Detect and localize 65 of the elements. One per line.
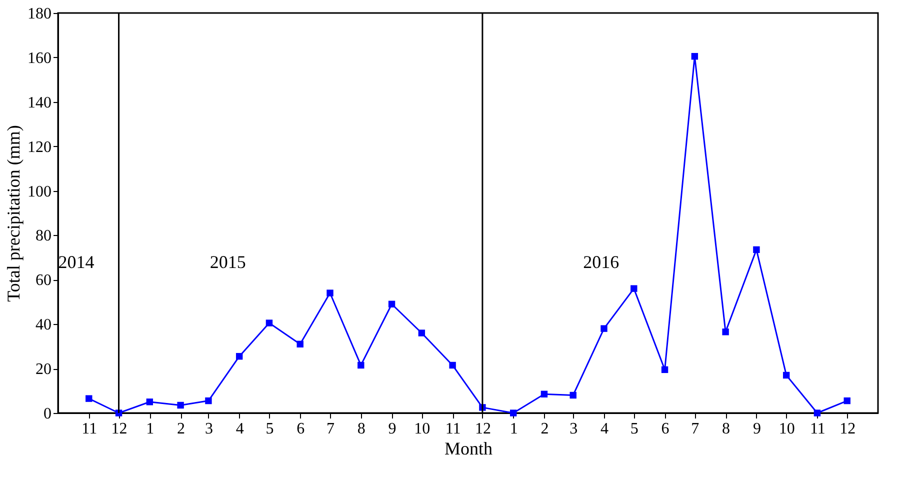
point bbox=[388, 300, 396, 308]
y-tick-label: 80 bbox=[36, 228, 52, 245]
y-tick-label: 160 bbox=[28, 50, 52, 67]
x-tick-label: 9 bbox=[388, 420, 396, 438]
y-tick-label: 60 bbox=[36, 272, 52, 290]
point bbox=[449, 362, 456, 369]
y-tick-label: 40 bbox=[36, 316, 52, 334]
x-tick-label: 12 bbox=[111, 420, 128, 438]
x-tick-label: 3 bbox=[570, 420, 578, 438]
point bbox=[844, 397, 850, 404]
x-tick-label: 9 bbox=[752, 420, 761, 438]
x-tick-label: 4 bbox=[236, 420, 244, 438]
point bbox=[358, 362, 364, 369]
y-tick-label: 0 bbox=[44, 406, 52, 422]
x-tick-label: 8 bbox=[722, 420, 730, 438]
x-tick-label: 7 bbox=[691, 420, 700, 438]
x-tick-label: 12 bbox=[474, 420, 491, 438]
x-tick-label: 6 bbox=[296, 420, 305, 438]
y-tick-label: 20 bbox=[36, 361, 52, 378]
point bbox=[540, 390, 548, 398]
point bbox=[205, 397, 212, 404]
x-tick-label: 10 bbox=[778, 420, 795, 438]
point bbox=[570, 392, 576, 399]
x-tick-label: 7 bbox=[326, 420, 335, 438]
x-tick-label: 8 bbox=[357, 420, 366, 438]
annotation: 2015 bbox=[210, 252, 246, 272]
x-axis-title: Month bbox=[444, 438, 493, 458]
point bbox=[326, 290, 334, 296]
x-tick-label: 5 bbox=[266, 420, 274, 438]
annotation: 2016 bbox=[583, 252, 620, 272]
point bbox=[691, 52, 698, 60]
point bbox=[296, 340, 304, 348]
x-tick-label: 3 bbox=[204, 420, 213, 438]
point bbox=[753, 246, 760, 254]
annotation: 2014 bbox=[58, 252, 94, 272]
x-tick-label: 11 bbox=[445, 420, 461, 438]
x-tick-label: 11 bbox=[810, 420, 826, 438]
x-tick-label: 10 bbox=[414, 420, 430, 438]
point bbox=[146, 398, 154, 406]
x-tick-label: 12 bbox=[840, 420, 856, 438]
y-axis-title: Total precipitation (mm) bbox=[4, 125, 24, 302]
x-tick-label: 5 bbox=[630, 420, 638, 438]
y-tick-label: 180 bbox=[28, 6, 52, 22]
x-tick-label: 2 bbox=[540, 420, 549, 438]
point bbox=[630, 285, 638, 292]
point bbox=[177, 402, 184, 409]
point bbox=[600, 325, 608, 332]
point bbox=[782, 372, 790, 379]
point bbox=[722, 328, 729, 336]
point bbox=[86, 395, 92, 402]
point bbox=[236, 352, 243, 360]
x-tick-label: 4 bbox=[600, 420, 608, 438]
point bbox=[418, 330, 426, 336]
point bbox=[661, 366, 668, 374]
point bbox=[266, 320, 273, 326]
point bbox=[814, 410, 821, 416]
point bbox=[510, 410, 517, 416]
x-tick-label: 11 bbox=[82, 420, 98, 438]
x-tick-label: 1 bbox=[146, 420, 154, 438]
y-tick-label: 140 bbox=[28, 94, 52, 112]
x-tick-label: 2 bbox=[177, 420, 186, 438]
x-tick-label: 6 bbox=[661, 420, 670, 438]
y-tick-label: 120 bbox=[28, 138, 52, 156]
y-tick-label: 100 bbox=[28, 183, 52, 200]
x-tick-label: 1 bbox=[510, 420, 518, 438]
